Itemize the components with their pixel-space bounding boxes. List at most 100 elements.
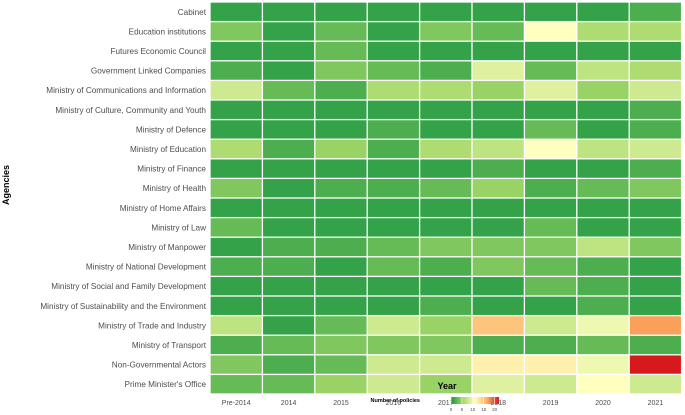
heatmap-cell (367, 277, 419, 296)
column-label: 2015 (333, 400, 349, 407)
heatmap-cell (367, 375, 419, 394)
heatmap-cell (315, 296, 367, 315)
row-label: Ministry of Transport (132, 341, 207, 350)
heatmap-cell (367, 22, 419, 41)
heatmap-cell (472, 316, 524, 335)
heatmap-cell (263, 22, 315, 41)
heatmap-cell (263, 257, 315, 276)
heatmap-cell (420, 81, 472, 100)
heatmap-cell (472, 198, 524, 217)
heatmap-cell (577, 159, 629, 178)
heatmap-cell (472, 81, 524, 100)
heatmap-cell (420, 22, 472, 41)
heatmap-cell (315, 22, 367, 41)
heatmap-cell (263, 277, 315, 296)
heatmap-cell (420, 257, 472, 276)
heatmap-cell (367, 335, 419, 355)
heatmap-cell (629, 159, 681, 178)
legend-tick-label: 0 (450, 407, 453, 412)
heatmap-cell (263, 355, 315, 374)
legend-title: Number of policies (370, 398, 420, 404)
row-label: Prime Minister's Office (125, 380, 207, 389)
heatmap-cell (629, 100, 681, 119)
heatmap-cell (525, 179, 577, 198)
heatmap-cell (420, 375, 472, 394)
heatmap-cell (629, 237, 681, 257)
column-label: 2019 (543, 400, 559, 407)
heatmap-cell (420, 100, 472, 119)
heatmap-cell (367, 257, 419, 276)
heatmap-cell (315, 355, 367, 374)
heatmap-cell (525, 61, 577, 80)
row-label: Ministry of Social and Family Developmen… (51, 282, 206, 291)
heatmap-cell (472, 237, 524, 257)
row-label: Ministry of Communications and Informati… (46, 86, 206, 95)
heatmap-cell (525, 316, 577, 335)
heatmap-cell (525, 335, 577, 355)
heatmap-cell (577, 139, 629, 159)
heatmap-cell (263, 218, 315, 237)
heatmap-cell (420, 218, 472, 237)
heatmap-cell (525, 218, 577, 237)
heatmap-cell (420, 316, 472, 335)
y-axis-title: Agencies (1, 165, 11, 205)
heatmap-cell (420, 179, 472, 198)
heatmap-cell (210, 22, 262, 41)
heatmap-cell (315, 2, 367, 21)
heatmap-cell (315, 159, 367, 178)
heatmap-cell (472, 159, 524, 178)
row-label: Ministry of Sustainability and the Envir… (40, 302, 206, 311)
column-label: 2020 (595, 400, 611, 407)
heatmap-cell (472, 218, 524, 237)
heatmap-cell (629, 81, 681, 100)
heatmap-cell (472, 2, 524, 21)
heatmap-cell (472, 120, 524, 139)
row-label: Non-Governmental Actors (112, 361, 206, 370)
heatmap-cell (210, 335, 262, 355)
heatmap-cell (472, 61, 524, 80)
heatmap-cell (629, 198, 681, 217)
legend-ticks: 0 5 10 15 20 (450, 397, 498, 412)
heatmap-cell (420, 335, 472, 355)
heatmap-cell (525, 81, 577, 100)
heatmap-cell (263, 316, 315, 335)
heatmap-cell (210, 139, 262, 159)
heatmap-cell (525, 139, 577, 159)
x-axis-title: Year (437, 381, 457, 391)
heatmap-cell (263, 120, 315, 139)
heatmap-cell (315, 179, 367, 198)
heatmap-cell (525, 41, 577, 61)
heatmap-cell (210, 120, 262, 139)
heatmap-cell (577, 335, 629, 355)
heatmap-cell (263, 335, 315, 355)
heatmap-cell (210, 375, 262, 394)
row-label: Cabinet (178, 8, 207, 17)
heatmap-cell (577, 277, 629, 296)
heatmap-cell (210, 257, 262, 276)
row-label: Ministry of Manpower (128, 243, 206, 252)
heatmap-cell (210, 198, 262, 217)
heatmap-cell (525, 100, 577, 119)
heatmap-cell (525, 159, 577, 178)
heatmap-cell (525, 277, 577, 296)
heatmap-cell (577, 120, 629, 139)
heatmap-cell (577, 296, 629, 315)
row-label: Ministry of Finance (137, 165, 206, 174)
heatmap-cell (210, 316, 262, 335)
heatmap-cell (315, 100, 367, 119)
row-label: Ministry of Trade and Industry (98, 321, 207, 330)
heatmap-cell (629, 61, 681, 80)
heatmap-cell (315, 316, 367, 335)
heatmap-cell (629, 375, 681, 394)
row-label: Futures Economic Council (110, 47, 206, 56)
column-label: 2014 (281, 400, 297, 407)
heatmap-cell (525, 375, 577, 394)
heatmap-cell (210, 100, 262, 119)
heatmap-cell (629, 22, 681, 41)
heatmap-cell (420, 159, 472, 178)
legend-colorbar (451, 397, 499, 404)
heatmap-cell (367, 139, 419, 159)
heatmap-cell (315, 277, 367, 296)
heatmap-cell (420, 355, 472, 374)
